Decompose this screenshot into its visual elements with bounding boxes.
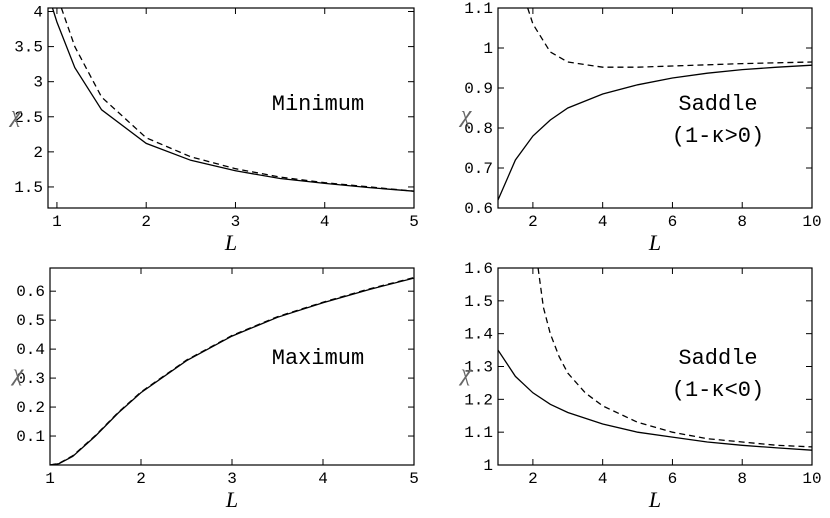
x-axis-label: L xyxy=(648,487,661,512)
x-tick-label: 5 xyxy=(409,470,419,488)
panel-saddle-positive: 2 4 6 8 10 0.6 0.7 0.8 0.9 1 1.1 Lχ Saddle (1-κ>0) xyxy=(459,0,822,255)
x-tick-label: 8 xyxy=(737,213,747,231)
x-tick-label: 4 xyxy=(318,470,328,488)
x-axis-label: L xyxy=(224,230,237,255)
x-tick-label: 3 xyxy=(231,213,241,231)
y-tick-label: 0.3 xyxy=(16,370,45,388)
panel-annotation: Saddle xyxy=(678,346,757,371)
y-tick-label: 1.3 xyxy=(464,359,493,377)
y-tick-label: 1.6 xyxy=(464,260,493,278)
y-tick-label: 0.6 xyxy=(464,200,493,218)
x-tick-label: 1 xyxy=(52,213,62,231)
x-tick-label: 4 xyxy=(320,213,330,231)
x-tick-label: 2 xyxy=(141,213,151,231)
y-tick-label: 0.1 xyxy=(16,428,45,446)
y-tick-label: 0.5 xyxy=(16,312,45,330)
y-tick-label: 3 xyxy=(33,74,43,92)
x-tick-label: 5 xyxy=(409,213,419,231)
y-tick-label: 1.2 xyxy=(464,391,493,409)
panel-annotation: Maximum xyxy=(272,346,364,371)
series-line-dashed xyxy=(537,268,812,448)
plot-frame-saddle-positive xyxy=(497,7,813,209)
x-tick-label: 6 xyxy=(668,470,678,488)
y-tick-label: 0.2 xyxy=(16,399,45,417)
panel-annotation: (1-κ<0) xyxy=(672,378,764,403)
y-tick-label: 2 xyxy=(33,144,43,162)
y-tick-label: 0.6 xyxy=(16,283,45,301)
x-tick-label: 1 xyxy=(45,470,55,488)
x-tick-label: 8 xyxy=(737,470,747,488)
y-tick-label: 1 xyxy=(483,457,493,475)
y-axis-label: χ xyxy=(459,361,473,387)
y-tick-label: 1.5 xyxy=(464,293,493,311)
x-axis-label: L xyxy=(225,487,238,512)
x-tick-label: 3 xyxy=(227,470,237,488)
x-tick-label: 2 xyxy=(136,470,146,488)
panel-annotation: Saddle xyxy=(678,92,757,117)
y-tick-label: 0.4 xyxy=(16,341,45,359)
plot-frame-minimum xyxy=(47,7,415,209)
y-tick-label: 1.5 xyxy=(14,179,43,197)
x-tick-label: 10 xyxy=(802,213,821,231)
y-axis-label: χ xyxy=(11,361,25,387)
x-tick-label: 4 xyxy=(598,470,608,488)
y-tick-label: 2.5 xyxy=(14,109,43,127)
panel-annotation: Minimum xyxy=(272,92,364,117)
series-line-dashed xyxy=(527,8,812,68)
x-tick-label: 4 xyxy=(598,213,608,231)
y-tick-label: 3.5 xyxy=(14,39,43,57)
y-axis-label: χ xyxy=(9,102,23,128)
x-axis-label: L xyxy=(648,230,661,255)
series-line-dashed xyxy=(50,276,414,465)
y-tick-label: 1.4 xyxy=(464,326,493,344)
series-line-solid xyxy=(51,8,414,192)
x-tick-label: 2 xyxy=(528,213,538,231)
x-tick-label: 2 xyxy=(528,470,538,488)
plot-frame-saddle-negative xyxy=(497,267,813,466)
panel-saddle-negative: 2 4 6 8 10 1 1.1 1.2 1.3 1.4 1.5 1.6 Lχ Saddle (1-κ<0) xyxy=(459,260,822,512)
series-line-solid xyxy=(50,277,414,465)
panel-minimum: 1 2 3 4 5 1.5 2 2.5 3 3.5 4 Lχ Minimum xyxy=(9,4,419,255)
series-line-dashed xyxy=(60,8,414,192)
series-line-solid xyxy=(498,349,812,451)
y-tick-label: 0.7 xyxy=(464,160,493,178)
y-tick-label: 0.8 xyxy=(464,120,493,138)
x-tick-label: 6 xyxy=(668,213,678,231)
panel-maximum: 1 2 3 4 5 0.1 0.2 0.3 0.4 0.5 0.6 Lχ Maximum xyxy=(11,267,419,512)
y-tick-label: 1.1 xyxy=(464,424,493,442)
y-axis-label: χ xyxy=(459,102,473,128)
y-tick-label: 4 xyxy=(33,4,43,22)
series-line-solid xyxy=(498,64,812,201)
y-tick-label: 1 xyxy=(483,40,493,58)
y-tick-label: 1.1 xyxy=(464,0,493,18)
y-tick-label: 0.9 xyxy=(464,80,493,98)
x-tick-label: 10 xyxy=(802,470,821,488)
panel-annotation: (1-κ>0) xyxy=(672,124,764,149)
